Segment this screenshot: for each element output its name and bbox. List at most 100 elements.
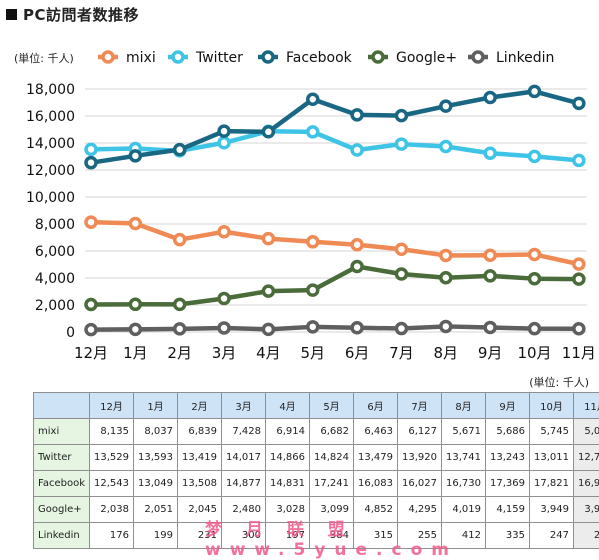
table-cell: 14,017 <box>222 445 266 471</box>
table-cell: 13,593 <box>134 445 178 471</box>
table-cell: 8,135 <box>90 419 134 445</box>
y-tick-label: 10,000 <box>26 190 75 206</box>
table-row-label: mixi <box>34 419 90 445</box>
data-point <box>530 86 540 96</box>
table-cell: 5,028 <box>574 419 599 445</box>
data-point <box>574 155 584 165</box>
data-point <box>130 151 140 161</box>
watermark: 梦 月 联 盟 www.5yue.com <box>205 515 599 560</box>
series-line-facebook <box>91 91 579 162</box>
chart-series <box>86 86 584 334</box>
legend-label: Twitter <box>195 50 243 66</box>
table-cell: 13,011 <box>530 445 574 471</box>
series-line-mixi <box>91 222 579 264</box>
x-tick-label: 2月 <box>167 344 192 362</box>
data-point <box>175 235 185 245</box>
table-cell: 6,839 <box>178 419 222 445</box>
data-point <box>441 141 451 151</box>
data-point <box>530 324 540 334</box>
table-cell: 14,831 <box>266 471 310 497</box>
data-point <box>485 93 495 103</box>
table-header-cell: 12月 <box>90 393 134 419</box>
data-point <box>441 101 451 111</box>
legend-swatch-marker <box>103 52 113 62</box>
data-point <box>352 240 362 250</box>
table-header-cell: 10月 <box>530 393 574 419</box>
table-cell: 17,241 <box>310 471 354 497</box>
data-point <box>263 127 273 137</box>
data-point <box>308 285 318 295</box>
table-row-label: Facebook <box>34 471 90 497</box>
table-cell: 5,686 <box>486 419 530 445</box>
y-tick-label: 12,000 <box>26 163 75 179</box>
table-header-cell: 5月 <box>310 393 354 419</box>
table-cell: 13,920 <box>398 445 442 471</box>
series-line-twitter <box>91 131 579 160</box>
table-cell: 14,866 <box>266 445 310 471</box>
data-point <box>485 148 495 158</box>
table-header-cell: 9月 <box>486 393 530 419</box>
table-cell: 14,824 <box>310 445 354 471</box>
data-point <box>441 321 451 331</box>
data-point <box>308 127 318 137</box>
x-tick-label: 9月 <box>478 344 503 362</box>
y-tick-label: 18,000 <box>26 82 75 98</box>
legend-label: Linkedin <box>496 50 554 66</box>
data-point <box>396 324 406 334</box>
table-cell: 6,682 <box>310 419 354 445</box>
data-point <box>219 294 229 304</box>
data-point <box>485 250 495 260</box>
data-point <box>308 237 318 247</box>
table-cell: 13,419 <box>178 445 222 471</box>
table-cell: 13,243 <box>486 445 530 471</box>
table-header-cell: 11月 <box>574 393 599 419</box>
table-cell: 176 <box>90 523 134 549</box>
x-tick-label: 1月 <box>123 344 148 362</box>
y-tick-label: 4,000 <box>35 271 75 287</box>
table-header-cell: 6月 <box>354 393 398 419</box>
y-axis-ticks: 02,0004,0006,0008,00010,00012,00014,0001… <box>26 82 75 341</box>
data-point <box>441 273 451 283</box>
table-cell: 13,479 <box>354 445 398 471</box>
table-cell: 5,745 <box>530 419 574 445</box>
series-line-google <box>91 266 579 304</box>
table-cell: 13,508 <box>178 471 222 497</box>
x-tick-label: 3月 <box>212 344 237 362</box>
x-tick-label: 8月 <box>434 344 459 362</box>
data-point <box>396 111 406 121</box>
table-cell: 14,877 <box>222 471 266 497</box>
table-header-cell: 7月 <box>398 393 442 419</box>
data-point <box>219 227 229 237</box>
data-point <box>86 325 96 335</box>
table-cell: 6,914 <box>266 419 310 445</box>
data-point <box>86 217 96 227</box>
table-cell: 12,710 <box>574 445 599 471</box>
x-tick-label: 12月 <box>74 344 108 362</box>
table-header-cell: 3月 <box>222 393 266 419</box>
y-tick-label: 6,000 <box>35 244 75 260</box>
table-cell: 17,821 <box>530 471 574 497</box>
data-point <box>574 259 584 269</box>
table-header-cell: 4月 <box>266 393 310 419</box>
data-point <box>175 299 185 309</box>
legend-swatch-marker <box>373 52 383 62</box>
data-point <box>219 138 229 148</box>
table-cell: 16,937 <box>574 471 599 497</box>
table-cell: 7,428 <box>222 419 266 445</box>
data-point <box>352 110 362 120</box>
series-line-linkedin <box>91 326 579 329</box>
legend-label: mixi <box>126 50 156 66</box>
table-cell: 13,741 <box>442 445 486 471</box>
table-cell: 13,049 <box>134 471 178 497</box>
y-tick-label: 8,000 <box>35 217 75 233</box>
x-tick-label: 7月 <box>389 344 414 362</box>
data-point <box>130 324 140 334</box>
legend-swatch-marker <box>263 52 273 62</box>
table-cell: 12,543 <box>90 471 134 497</box>
legend-label: Google+ <box>396 50 457 66</box>
